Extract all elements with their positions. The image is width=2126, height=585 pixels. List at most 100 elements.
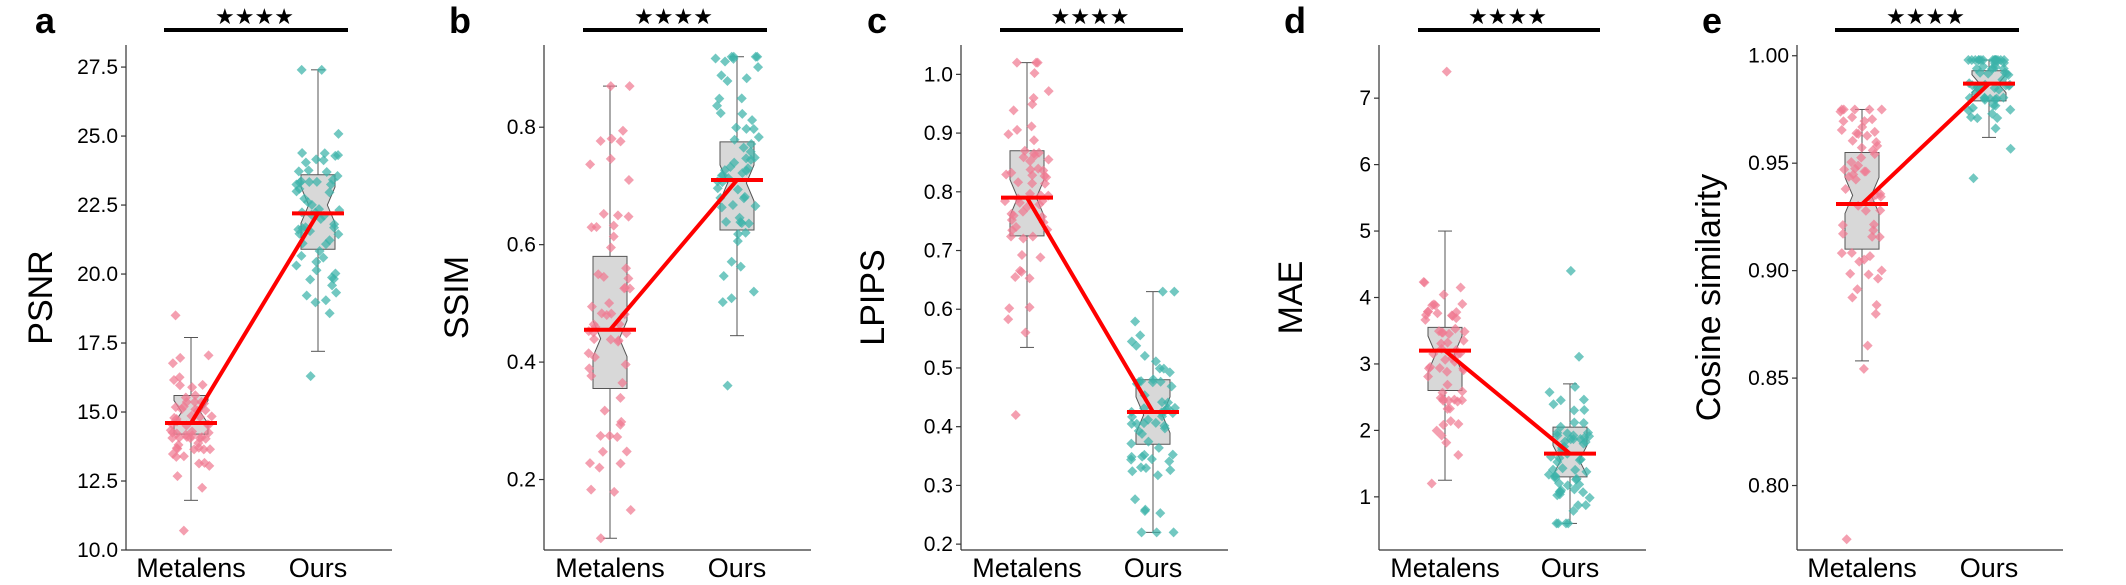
panel-letter: e <box>1702 0 1722 41</box>
data-point <box>1041 172 1052 183</box>
data-point <box>196 432 207 443</box>
data-point <box>586 370 597 381</box>
data-point <box>320 239 331 250</box>
y-axis-label: SSIM <box>438 256 476 339</box>
significance-stars: ★★★★ <box>1468 5 1547 30</box>
data-point <box>1575 434 1586 445</box>
data-point <box>1020 327 1031 338</box>
data-point <box>189 397 200 408</box>
data-point <box>1131 340 1142 351</box>
data-point <box>197 482 208 493</box>
data-point <box>1864 104 1875 115</box>
data-point <box>1437 387 1448 398</box>
data-point <box>1972 113 1983 124</box>
y-tick-label: 15.0 <box>77 401 118 424</box>
x-tick-label: Ours <box>1541 553 1600 583</box>
data-point <box>741 165 752 176</box>
mean-line <box>1860 82 1991 206</box>
data-point <box>1039 178 1050 189</box>
data-point <box>605 242 616 253</box>
data-point <box>1434 363 1445 374</box>
data-point <box>739 191 750 202</box>
data-point <box>612 210 623 221</box>
data-point <box>718 270 729 281</box>
data-point <box>1998 92 2009 103</box>
y-tick-label: 0.85 <box>1748 367 1789 390</box>
y-tick-label: 0.2 <box>507 469 536 492</box>
data-point <box>1126 454 1137 465</box>
y-tick-label: 2 <box>1359 419 1371 442</box>
panel-e: 0.80 0.85 0.90 0.95 1.00 Cosine similarity e ★★… <box>1690 0 2063 583</box>
data-point <box>1426 478 1437 489</box>
significance-stars: ★★★★ <box>215 5 294 30</box>
data-point <box>1006 215 1017 226</box>
data-point <box>1871 299 1882 310</box>
data-point <box>1864 251 1875 262</box>
data-point <box>165 425 176 436</box>
data-point <box>727 200 738 211</box>
data-point <box>716 70 727 81</box>
data-point <box>1875 205 1886 216</box>
data-point <box>1029 135 1040 146</box>
data-point <box>1136 527 1147 538</box>
data-point <box>722 75 733 86</box>
data-point <box>588 319 599 330</box>
data-point <box>305 371 316 382</box>
data-point <box>1863 269 1874 280</box>
data-point <box>1436 338 1447 349</box>
data-point <box>1965 112 1976 123</box>
data-point <box>620 359 631 370</box>
data-point <box>1574 351 1585 362</box>
y-tick-label: 0.95 <box>1748 152 1789 175</box>
data-point <box>586 301 597 312</box>
data-point <box>616 416 627 427</box>
data-point <box>1569 417 1580 428</box>
data-point <box>1420 314 1431 325</box>
data-point <box>1423 371 1434 382</box>
data-point <box>1159 423 1170 434</box>
data-point <box>1872 273 1883 284</box>
data-point <box>296 64 307 75</box>
data-point <box>594 462 605 473</box>
significance-stars: ★★★★ <box>634 5 713 30</box>
data-point <box>174 432 185 443</box>
data-point <box>734 212 745 223</box>
data-point <box>1135 330 1146 341</box>
data-point <box>1458 335 1469 346</box>
data-point <box>318 252 329 263</box>
data-point <box>1574 479 1585 490</box>
data-point <box>710 53 721 64</box>
data-point <box>1126 418 1137 429</box>
data-point <box>1457 386 1468 397</box>
data-point <box>1440 354 1451 365</box>
data-point <box>174 380 185 391</box>
data-point <box>1146 454 1157 465</box>
y-tick-label: 17.5 <box>77 332 118 355</box>
data-point <box>1853 128 1864 139</box>
data-point <box>1450 323 1461 334</box>
data-point <box>1841 534 1852 545</box>
data-point <box>1575 454 1586 465</box>
data-point <box>311 154 322 165</box>
data-point <box>1436 327 1447 338</box>
y-tick-label: 0.5 <box>924 357 953 380</box>
data-point <box>1550 470 1561 481</box>
data-point <box>1869 149 1880 160</box>
data-point <box>1867 231 1878 242</box>
data-point <box>175 352 186 363</box>
y-tick-label: 0.4 <box>507 351 537 374</box>
data-point <box>1004 303 1015 314</box>
y-tick-label: 5 <box>1359 220 1371 243</box>
data-point <box>1034 199 1045 210</box>
data-point <box>1430 300 1441 311</box>
data-point <box>1838 116 1849 127</box>
y-tick-label: 22.5 <box>77 194 118 217</box>
data-point <box>320 295 331 306</box>
x-tick-label: Ours <box>1124 553 1183 583</box>
data-point <box>722 380 733 391</box>
data-point <box>617 377 628 388</box>
data-point <box>1130 494 1141 505</box>
data-point <box>1452 396 1463 407</box>
y-axis-label: LPIPS <box>854 249 892 345</box>
data-point <box>1169 286 1180 297</box>
